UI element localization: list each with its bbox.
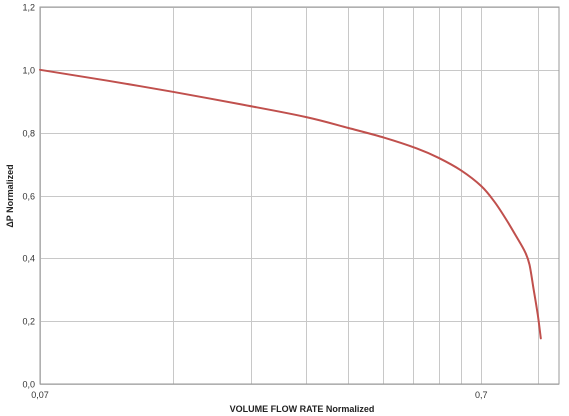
series-layer: [39, 68, 542, 340]
x-tick-label: 0,07: [31, 390, 49, 400]
x-tick-labels: 0,07 0,7: [31, 390, 487, 400]
x-axis-title: VOLUME FLOW RATE Normalized: [230, 404, 375, 414]
y-tick-label: 1,2: [22, 3, 35, 13]
y-tick-label: 1,0: [22, 66, 35, 76]
x-gridlines: [40, 7, 539, 384]
y-tick-label: 0,6: [22, 192, 35, 202]
y-tick-label: 0,8: [22, 129, 35, 139]
y-tick-label: 0,2: [22, 317, 35, 327]
y-tick-label: 0,0: [22, 380, 35, 390]
y-axis-title: ΔP Normalized: [5, 164, 15, 227]
series-line: [39, 68, 542, 340]
y-tick-label: 0,4: [22, 254, 35, 264]
plot-frame: [39, 6, 560, 385]
x-tick-label: 0,7: [475, 390, 488, 400]
y-tick-labels: 0,0 0,2 0,4 0,6 0,8 1,0 1,2: [22, 3, 35, 390]
